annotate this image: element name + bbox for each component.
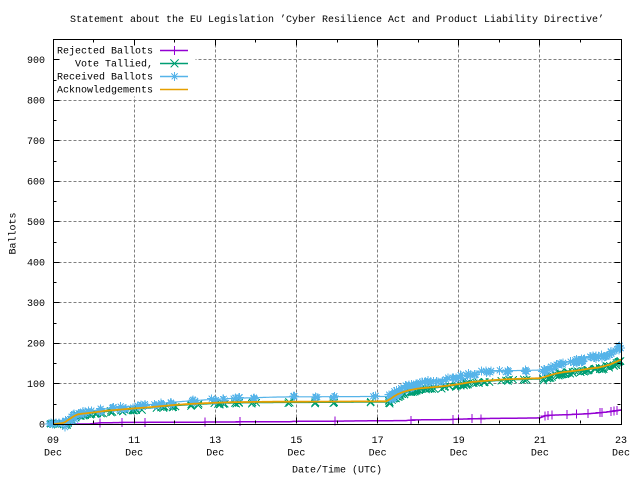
svg-text:100: 100 xyxy=(27,380,45,391)
svg-text:Dec: Dec xyxy=(44,449,62,460)
svg-text:500: 500 xyxy=(27,218,45,229)
svg-text:19: 19 xyxy=(453,436,465,447)
svg-text:Dec: Dec xyxy=(450,449,468,460)
svg-text:300: 300 xyxy=(27,299,45,310)
svg-text:Statement about the EU Legisla: Statement about the EU Legislation ’Cybe… xyxy=(70,14,604,26)
svg-text:600: 600 xyxy=(27,177,45,188)
svg-text:900: 900 xyxy=(27,56,45,67)
svg-text:Dec: Dec xyxy=(612,449,630,460)
svg-text:200: 200 xyxy=(27,339,45,350)
svg-text:Received Ballots: Received Ballots xyxy=(57,72,153,84)
svg-text:Dec: Dec xyxy=(531,449,549,460)
svg-text:Date/Time (UTC): Date/Time (UTC) xyxy=(292,465,382,477)
svg-text:09: 09 xyxy=(47,436,59,447)
svg-text:Acknowledgements: Acknowledgements xyxy=(57,85,153,97)
svg-text:0: 0 xyxy=(39,421,45,432)
svg-text:800: 800 xyxy=(27,96,45,107)
svg-text:Dec: Dec xyxy=(206,449,224,460)
svg-text:17: 17 xyxy=(372,436,384,447)
svg-text:23: 23 xyxy=(615,436,627,447)
svg-text:Ballots: Ballots xyxy=(8,212,20,254)
svg-text:Dec: Dec xyxy=(369,449,387,460)
svg-text:400: 400 xyxy=(27,258,45,269)
svg-text:700: 700 xyxy=(27,137,45,148)
svg-text:13: 13 xyxy=(209,436,221,447)
svg-text:Dec: Dec xyxy=(287,449,305,460)
svg-text:11: 11 xyxy=(128,436,140,447)
svg-text:15: 15 xyxy=(290,436,302,447)
svg-text:Rejected Ballots: Rejected Ballots xyxy=(57,46,153,58)
svg-text:21: 21 xyxy=(534,436,546,447)
svg-text:Vote Tallied,: Vote Tallied, xyxy=(75,59,153,71)
svg-text:Dec: Dec xyxy=(125,449,143,460)
